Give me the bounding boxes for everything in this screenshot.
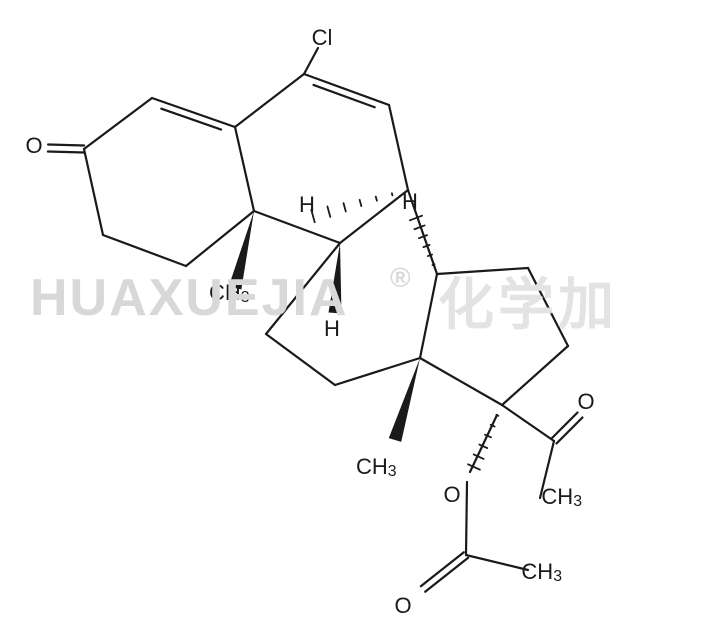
atom-label-hc: H — [299, 192, 315, 217]
atom-label-ch3b: CH3 — [356, 454, 397, 480]
atom-label-o1: O — [25, 133, 42, 158]
atom-label-ob: O — [577, 389, 594, 414]
atom-label-oc: O — [443, 482, 460, 507]
atom-label-cl: Cl — [312, 25, 333, 50]
molecule-diagram: Cl O CH3 H H H CH3 O CH3 O O CH3 — [0, 0, 709, 635]
atom-label-he: H — [402, 189, 418, 214]
atom-label-ch3d: CH3 — [521, 559, 562, 585]
atom-label-ch3a: CH3 — [209, 280, 250, 306]
atom-label-hd: H — [324, 316, 340, 341]
atom-label-ch3c: CH3 — [541, 484, 582, 510]
atom-label-od: O — [394, 593, 411, 618]
